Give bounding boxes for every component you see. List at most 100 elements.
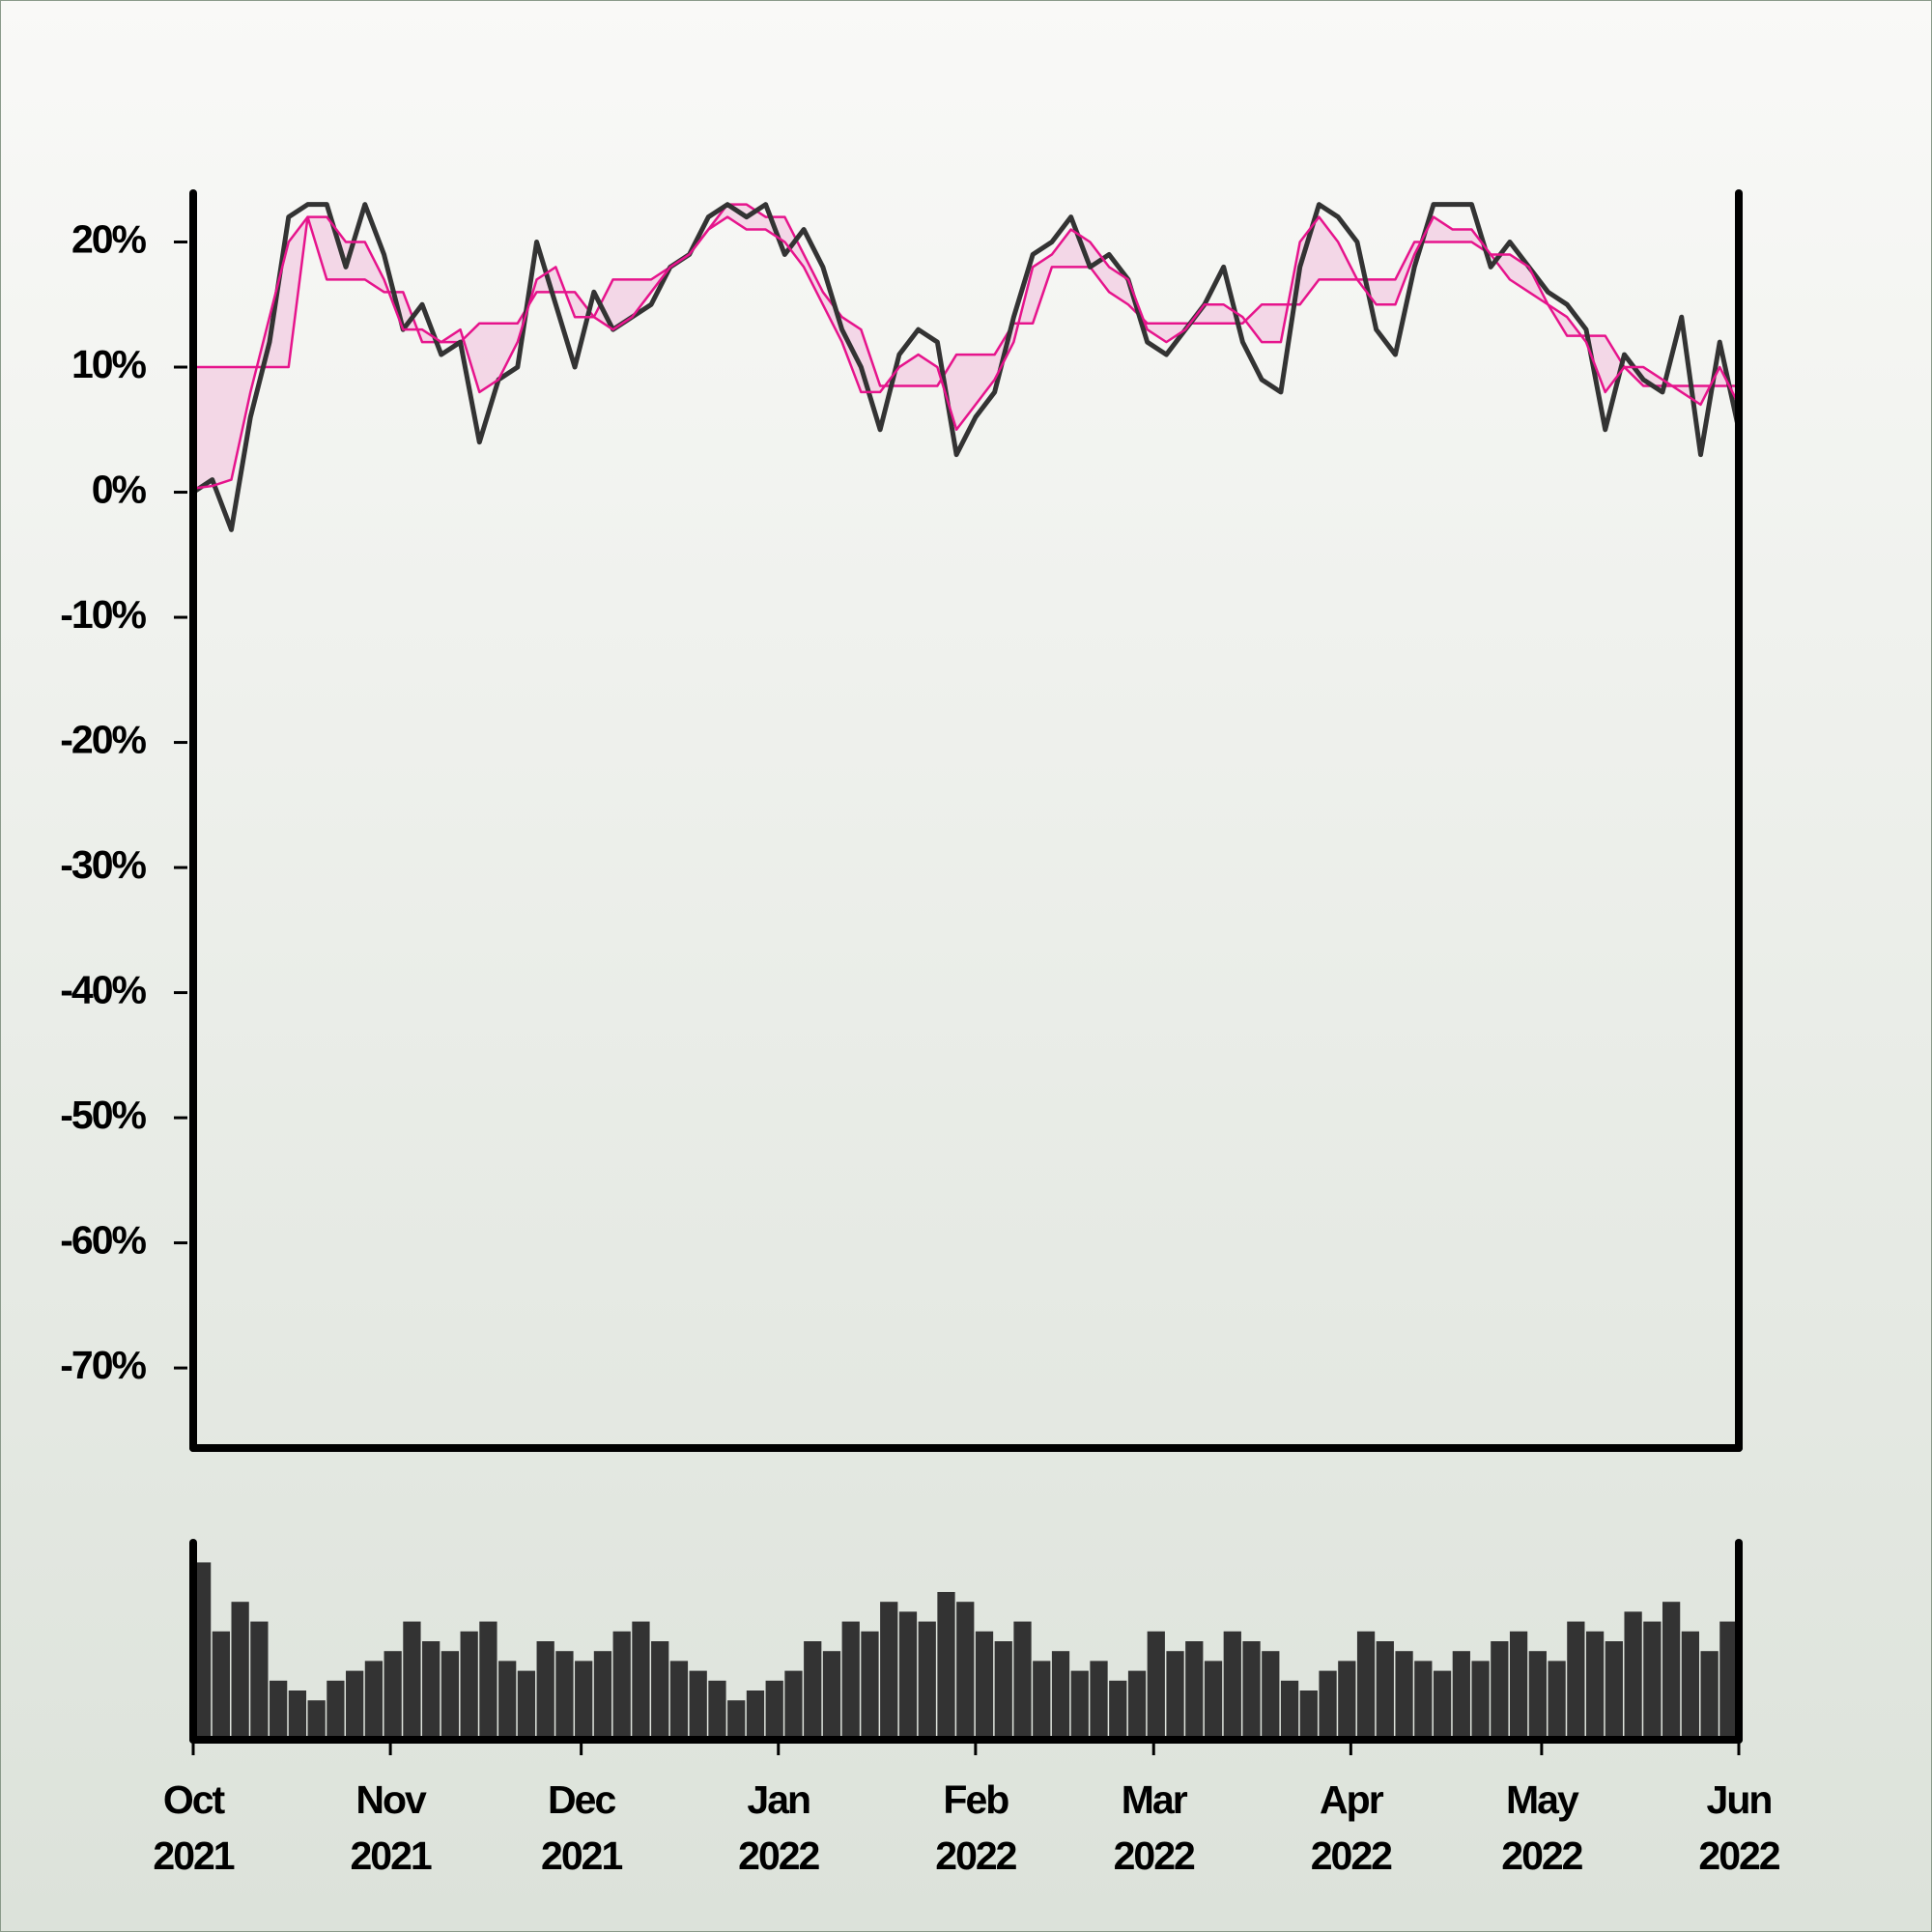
volume-bar bbox=[193, 1562, 212, 1740]
volume-bar bbox=[708, 1680, 726, 1740]
volume-bar bbox=[1471, 1661, 1490, 1740]
volume-bar bbox=[1204, 1661, 1223, 1740]
band bbox=[193, 204, 1739, 489]
volume-bar bbox=[1681, 1631, 1699, 1740]
volume-bar bbox=[403, 1621, 421, 1740]
volume-bar bbox=[1090, 1661, 1108, 1740]
volume-bar bbox=[1528, 1651, 1547, 1740]
volume-bar bbox=[804, 1641, 822, 1740]
volume-bar bbox=[422, 1641, 440, 1740]
volume-bar bbox=[517, 1670, 536, 1740]
volume-bar bbox=[669, 1661, 689, 1740]
volume-bar bbox=[593, 1651, 612, 1740]
volume-bar bbox=[1567, 1621, 1585, 1740]
volume-bar bbox=[440, 1651, 460, 1740]
volume-bar bbox=[1624, 1611, 1642, 1740]
x-tick-label: Dec 2021 bbox=[541, 1777, 622, 1878]
volume-bar bbox=[479, 1621, 497, 1740]
y-tick-label: -50% bbox=[60, 1093, 146, 1137]
volume-bar bbox=[1585, 1631, 1605, 1740]
volume-bar bbox=[784, 1670, 803, 1740]
volume-bar bbox=[307, 1700, 326, 1740]
x-tick-label: May 2022 bbox=[1501, 1777, 1582, 1878]
volume-bar bbox=[918, 1621, 936, 1740]
volume-bar bbox=[975, 1631, 994, 1740]
volume-bar bbox=[1033, 1661, 1051, 1740]
y-tick-label: 0% bbox=[92, 467, 147, 511]
volume-bar bbox=[1109, 1680, 1127, 1740]
volume-bar bbox=[1223, 1631, 1241, 1740]
volume-bar bbox=[937, 1592, 955, 1740]
y-tick-label: -30% bbox=[60, 842, 146, 887]
volume-bar bbox=[346, 1670, 364, 1740]
volume-bar bbox=[1280, 1680, 1299, 1740]
volume-bar bbox=[1070, 1670, 1089, 1740]
volume-bar bbox=[250, 1621, 269, 1740]
x-tick-label: Oct 2021 bbox=[153, 1777, 234, 1878]
volume-bar bbox=[1262, 1651, 1280, 1740]
volume-bar bbox=[822, 1651, 841, 1740]
volume-bar bbox=[746, 1690, 765, 1740]
volume-bar bbox=[498, 1661, 517, 1740]
volume-bar bbox=[1166, 1651, 1184, 1740]
volume-bar bbox=[1319, 1670, 1337, 1740]
volume-bar bbox=[1147, 1631, 1165, 1740]
y-tick-label: -60% bbox=[60, 1217, 146, 1262]
volume-bar bbox=[880, 1602, 898, 1740]
volume-bar bbox=[1127, 1670, 1147, 1740]
volume-bar bbox=[536, 1641, 554, 1740]
y-tick-label: 10% bbox=[71, 342, 147, 386]
volume-bar bbox=[555, 1651, 574, 1740]
volume-bar bbox=[364, 1661, 384, 1740]
volume-bar bbox=[1414, 1661, 1433, 1740]
line bbox=[192, 215, 1741, 490]
volume-bar bbox=[765, 1680, 783, 1740]
volume-bar bbox=[1719, 1621, 1738, 1740]
volume-bar bbox=[212, 1631, 231, 1740]
volume-bar bbox=[727, 1700, 746, 1740]
x-tick-label: Jun 2022 bbox=[1698, 1777, 1779, 1878]
volume-bar bbox=[270, 1680, 288, 1740]
line bbox=[191, 202, 1742, 532]
volume-bar bbox=[1051, 1651, 1070, 1740]
volume-bar bbox=[288, 1690, 307, 1740]
x-tick-label: Jan 2022 bbox=[738, 1777, 819, 1878]
y-tick-label: 20% bbox=[71, 216, 147, 261]
volume-bar bbox=[1433, 1670, 1452, 1740]
y-tick-label: -70% bbox=[60, 1343, 146, 1387]
volume-bar bbox=[1242, 1641, 1261, 1740]
volume-bar bbox=[1185, 1641, 1204, 1740]
volume-bar bbox=[841, 1621, 860, 1740]
volume-bar bbox=[898, 1611, 918, 1740]
x-tick-label: Feb 2022 bbox=[935, 1777, 1016, 1878]
volume-bar bbox=[1376, 1641, 1394, 1740]
volume-bar bbox=[1509, 1631, 1528, 1740]
line bbox=[193, 203, 1739, 387]
volume-bar bbox=[327, 1680, 345, 1740]
volume-bar bbox=[1662, 1602, 1681, 1740]
volume-bar bbox=[1548, 1661, 1566, 1740]
volume-bar bbox=[1395, 1651, 1413, 1740]
volume-bar bbox=[956, 1602, 975, 1740]
x-tick-label: Nov 2021 bbox=[351, 1777, 432, 1878]
y-tick-label: -20% bbox=[60, 717, 146, 761]
volume-bar bbox=[231, 1602, 249, 1740]
volume-bar bbox=[460, 1631, 478, 1740]
y-tick-label: -10% bbox=[60, 592, 146, 637]
volume-bar bbox=[1299, 1690, 1318, 1740]
volume-bar bbox=[612, 1631, 631, 1740]
volume-bar bbox=[1452, 1651, 1470, 1740]
volume-bar bbox=[689, 1670, 707, 1740]
volume-bar bbox=[575, 1661, 593, 1740]
x-tick-label: Apr 2022 bbox=[1311, 1777, 1392, 1878]
volume-bar bbox=[1013, 1621, 1032, 1740]
volume-bar bbox=[1491, 1641, 1509, 1740]
volume-bar bbox=[384, 1651, 402, 1740]
volume-bar bbox=[651, 1641, 669, 1740]
volume-bar bbox=[1700, 1651, 1719, 1740]
volume-bar bbox=[632, 1621, 650, 1740]
x-tick-label: Mar 2022 bbox=[1114, 1777, 1195, 1878]
volume-bar bbox=[994, 1641, 1012, 1740]
